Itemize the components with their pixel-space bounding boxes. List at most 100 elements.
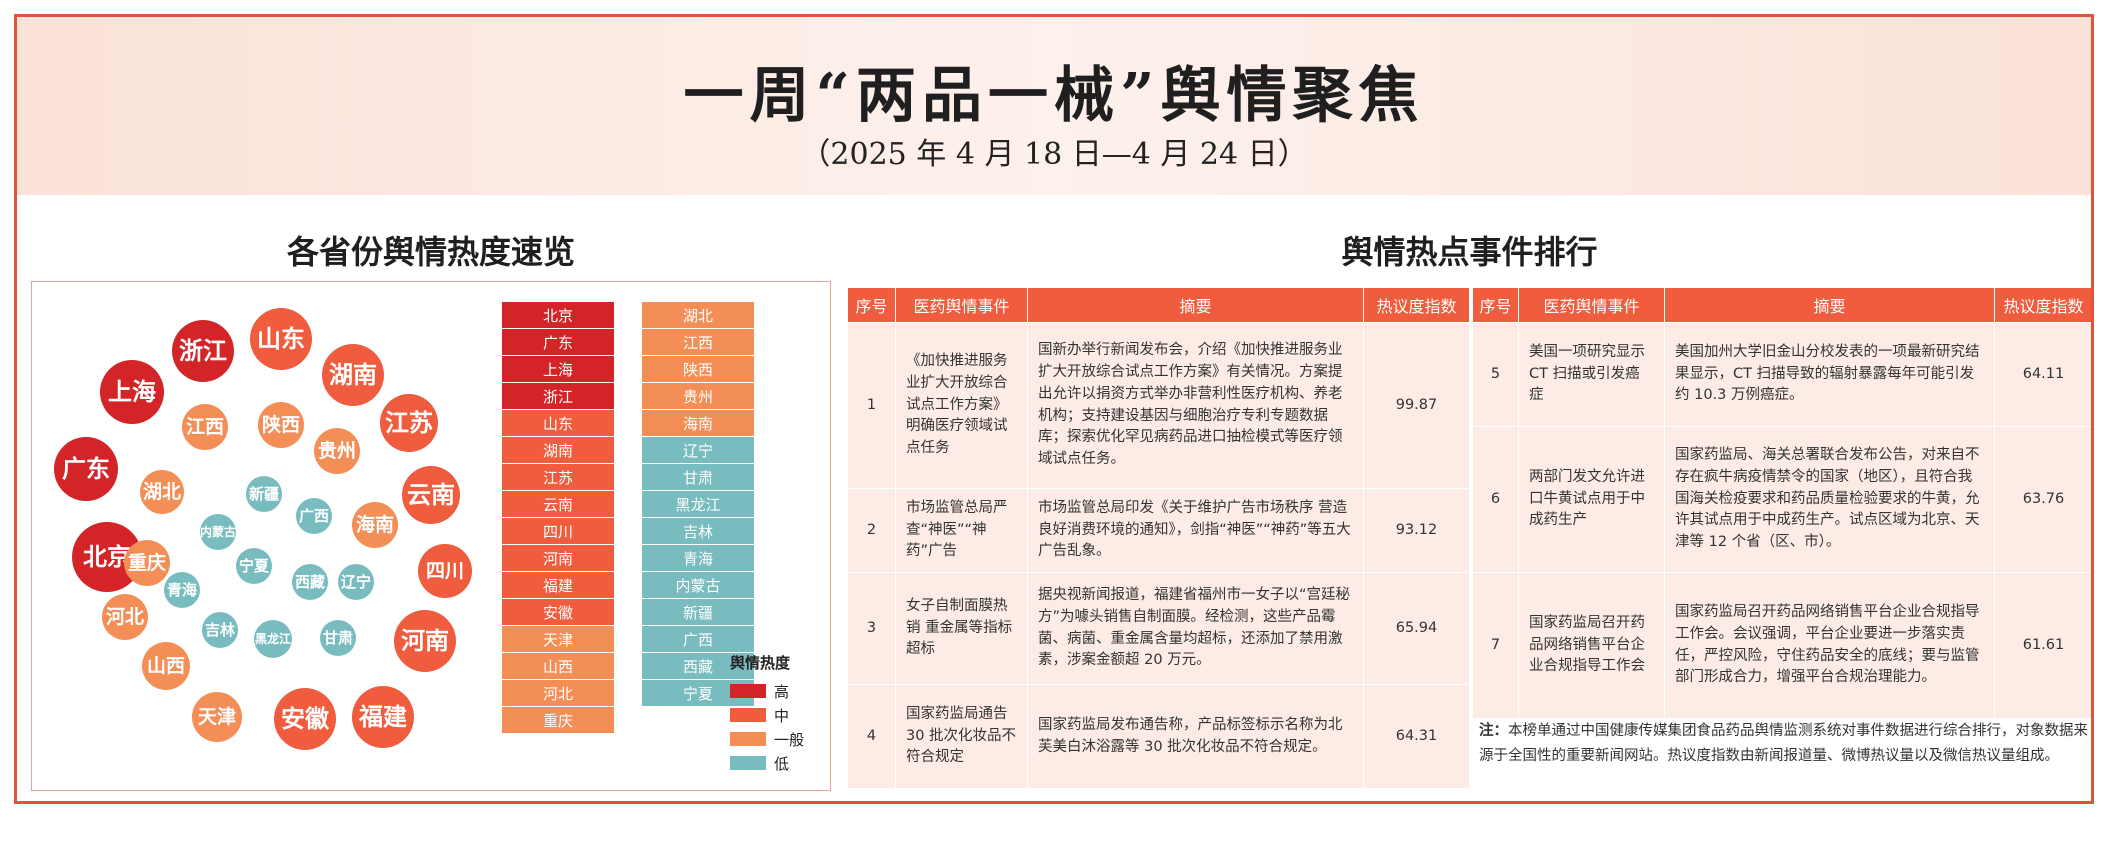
province-list-item: 湖南 (502, 437, 614, 463)
province-list-item: 湖北 (642, 302, 754, 328)
province-bubble: 湖北 (140, 470, 184, 514)
event-summary: 国新办举行新闻发布会，介绍《加快推进服务业扩大开放综合试点工作方案》有关情况。方… (1027, 322, 1364, 489)
event-name: 国家药监局召开药品网络销售平台企业合规指导工作会 (1518, 572, 1665, 719)
legend-swatch (730, 684, 766, 698)
legend-swatch (730, 708, 766, 722)
header-no: 序号 (1472, 287, 1519, 323)
legend-item: 中 (730, 703, 804, 727)
province-list-item: 河南 (502, 545, 614, 571)
header-event: 医药舆情事件 (1518, 287, 1665, 323)
legend-label: 一般 (774, 730, 805, 749)
province-list-item: 河北 (502, 680, 614, 706)
province-list-item: 甘肃 (642, 464, 754, 490)
table-row: 7 国家药监局召开药品网络销售平台企业合规指导工作会 国家药监局召开药品网络销售平台… (1472, 572, 2091, 719)
event-index: 64.11 (1994, 322, 2091, 427)
province-bubble: 天津 (192, 692, 242, 742)
province-bubble: 上海 (100, 360, 164, 424)
province-list-item: 辽宁 (642, 437, 754, 463)
province-list-item: 江苏 (502, 464, 614, 490)
province-bubble: 甘肃 (320, 620, 356, 656)
province-bubble: 海南 (352, 502, 398, 548)
left-section-title: 各省份舆情热度速览 (286, 233, 575, 271)
province-bubble: 陕西 (258, 402, 304, 448)
heat-legend: 舆情热度 高中一般低 (730, 652, 804, 775)
province-bubble: 山西 (142, 642, 190, 690)
event-no: 3 (847, 572, 896, 685)
province-list-item: 青海 (642, 545, 754, 571)
province-bubble: 贵州 (314, 428, 360, 474)
legend-swatch (730, 756, 766, 770)
header-banner: 一周“两品一械”舆情聚焦 （2025 年 4 月 18 日—4 月 24 日） (17, 17, 2091, 195)
legend-swatch (730, 732, 766, 746)
province-list-item: 安徽 (502, 599, 614, 625)
date-range: （2025 年 4 月 18 日—4 月 24 日） (800, 137, 1308, 172)
legend-item: 低 (730, 751, 804, 775)
event-name: 市场监管总局严查“神医”“神药”广告 (895, 488, 1028, 573)
province-list-item: 吉林 (642, 518, 754, 544)
province-list-item: 浙江 (502, 383, 614, 409)
province-list-item: 上海 (502, 356, 614, 382)
table-row: 3 女子自制面膜热销 重金属等指标超标 据央视新闻报道，福建省福州市一女子以“宫廷秘… (847, 572, 1470, 685)
province-bubble: 新疆 (246, 476, 282, 512)
event-summary: 市场监管总局印发《关于维护广告市场秩序 营造良好消费环境的通知》，剑指“神医”“… (1027, 488, 1364, 573)
province-bubble: 山东 (250, 308, 312, 370)
province-list-item: 西藏 (642, 653, 754, 679)
province-list-item: 云南 (502, 491, 614, 517)
province-bubble: 广西 (296, 498, 332, 534)
event-name: 两部门发文允许进口牛黄试点用于中成药生产 (1518, 426, 1665, 573)
province-list-item: 陕西 (642, 356, 754, 382)
province-list-item: 贵州 (642, 383, 754, 409)
page-title: 一周“两品一械”舆情聚焦 (683, 61, 1425, 131)
province-bubble: 安徽 (274, 688, 336, 750)
province-bubble: 广东 (54, 437, 118, 501)
event-index: 64.31 (1363, 684, 1470, 789)
province-bubble: 重庆 (124, 540, 170, 586)
province-bubble: 湖南 (322, 344, 384, 406)
table-row: 2 市场监管总局严查“神医”“神药”广告 市场监管总局印发《关于维护广告市场秩序 营… (847, 488, 1470, 573)
province-list-item: 内蒙古 (642, 572, 754, 598)
table-row: 5 美国一项研究显示 CT 扫描或引发癌症 美国加州大学旧金山分校发表的一项最新研究… (1472, 322, 2091, 427)
province-bubble: 辽宁 (338, 564, 374, 600)
header-index: 热议度指数 (1994, 287, 2091, 323)
legend-label: 高 (774, 682, 790, 701)
province-bubble: 西藏 (292, 564, 328, 600)
province-list-1: 北京 广东 上海 浙江 山东 湖南 江苏 云南 四川 河南 福建 安徽 天津 山西 河北 重庆 (502, 302, 614, 734)
poster-frame: 一周“两品一械”舆情聚焦 （2025 年 4 月 18 日—4 月 24 日） … (14, 14, 2094, 804)
province-bubble: 青海 (164, 572, 200, 608)
event-index: 65.94 (1363, 572, 1470, 685)
right-section-title: 舆情热点事件排行 (1341, 233, 1598, 271)
event-index: 63.76 (1994, 426, 2091, 573)
footnote-text: 本榜单通过中国健康传媒集团食品药品舆情监测系统对事件数据进行综合排行，对象数据来… (1479, 723, 2088, 764)
province-bubble: 四川 (418, 544, 472, 598)
event-no: 4 (847, 684, 896, 789)
province-bubble: 福建 (352, 686, 414, 748)
event-no: 7 (1472, 572, 1519, 719)
province-list-item: 四川 (502, 518, 614, 544)
province-bubble: 浙江 (172, 320, 234, 382)
event-name: 女子自制面膜热销 重金属等指标超标 (895, 572, 1028, 685)
footnote-label: 注： (1479, 723, 1508, 739)
province-list-item: 黑龙江 (642, 491, 754, 517)
event-summary: 国家药监局、海关总署联合发布公告，对来自不存在疯牛病疫情禁令的国家（地区），且符… (1664, 426, 1995, 573)
event-index: 93.12 (1363, 488, 1470, 573)
header-index: 热议度指数 (1363, 287, 1470, 323)
event-no: 5 (1472, 322, 1519, 427)
header-event: 医药舆情事件 (895, 287, 1028, 323)
header-no: 序号 (847, 287, 896, 323)
province-bubble: 吉林 (202, 612, 238, 648)
province-list-item: 新疆 (642, 599, 754, 625)
event-name: 《加快推进服务业扩大开放综合试点工作方案》明确医疗领域试点任务 (895, 322, 1028, 489)
province-bubble: 黑龙江 (254, 620, 292, 658)
province-list-item: 广西 (642, 626, 754, 652)
province-list-item: 北京 (502, 302, 614, 328)
province-bubble: 江苏 (380, 394, 438, 452)
event-no: 2 (847, 488, 896, 573)
legend-title: 舆情热度 (730, 654, 791, 672)
province-bubble: 内蒙古 (200, 514, 236, 550)
event-summary: 国家药监局发布通告称，产品标签标示名称为北芙美白沐浴露等 30 批次化妆品不符合… (1027, 684, 1364, 789)
event-summary: 美国加州大学旧金山分校发表的一项最新研究结果显示，CT 扫描导致的辐射暴露每年可… (1664, 322, 1995, 427)
event-no: 6 (1472, 426, 1519, 573)
table-row: 1 《加快推进服务业扩大开放综合试点工作方案》明确医疗领域试点任务 国新办举行新闻发… (847, 322, 1470, 489)
header-summary: 摘要 (1664, 287, 1995, 323)
event-summary: 国家药监局召开药品网络销售平台企业合规指导工作会。会议强调，平台企业要进一步落实… (1664, 572, 1995, 719)
